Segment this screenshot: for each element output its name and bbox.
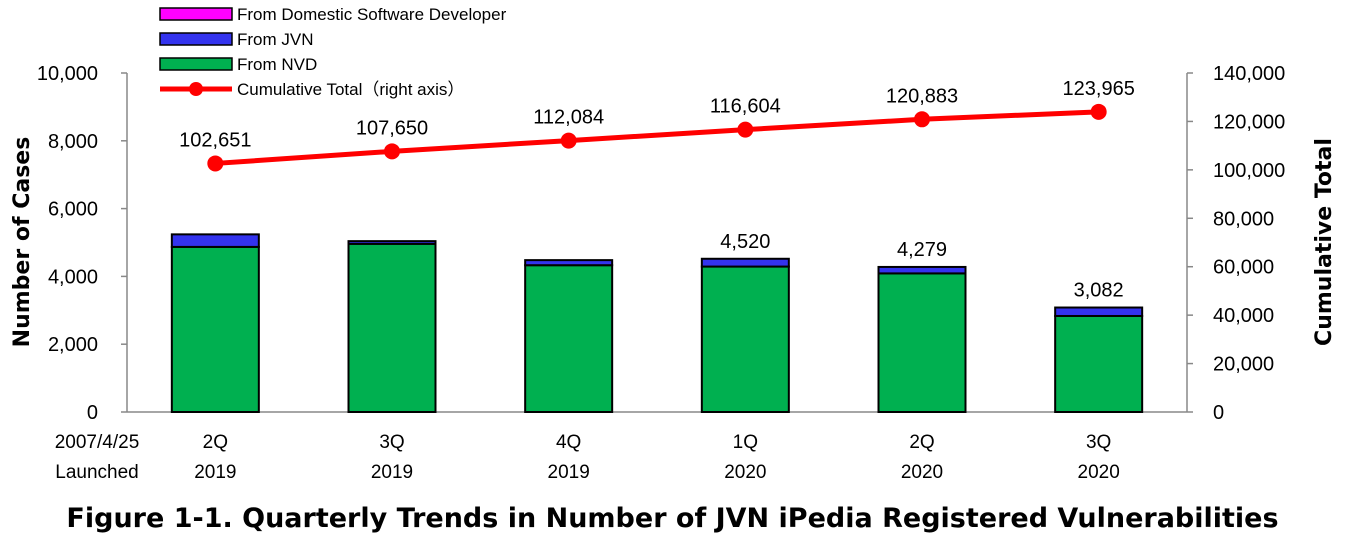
x-tick-quarter: 3Q xyxy=(379,432,404,453)
y-axis-title: Number of Cases xyxy=(10,137,35,348)
legend-swatch xyxy=(159,32,233,46)
bar-segment xyxy=(1054,306,1144,317)
cumulative-value-label: 123,965 xyxy=(1063,78,1135,100)
y-tick-label: 10,000 xyxy=(37,63,98,85)
cumulative-line xyxy=(215,109,1099,166)
x-tick-quarter: 4Q xyxy=(556,432,581,453)
cumulative-point xyxy=(384,143,400,160)
cumulative-point xyxy=(560,132,577,149)
x-tick-year: 2019 xyxy=(371,462,413,483)
bar-segment xyxy=(170,233,260,248)
bar-total-label: 4,520 xyxy=(720,231,770,253)
legend-swatch xyxy=(159,7,233,21)
legend-label: Cumulative Total（right axis） xyxy=(237,80,464,99)
x-tick-year: 2019 xyxy=(548,462,590,483)
cumulative-point xyxy=(914,111,930,128)
cumulative-point xyxy=(737,121,754,138)
x-tick-year: 2020 xyxy=(1078,462,1120,483)
legend-marker-swatch xyxy=(189,82,203,96)
legend-swatch xyxy=(159,57,233,71)
bar-segment xyxy=(700,257,790,268)
y2-tick-label: 0 xyxy=(1213,402,1224,424)
y-tick-label: 4,000 xyxy=(48,266,98,288)
bar-segment xyxy=(524,259,614,267)
y2-tick-label: 140,000 xyxy=(1213,63,1285,85)
x-tick-quarter: 3Q xyxy=(1086,432,1111,453)
x-tick-year: 2020 xyxy=(724,462,766,483)
cumulative-point xyxy=(1090,103,1107,120)
cumulative-value-label: 107,650 xyxy=(356,117,428,139)
bar-total-label: 4,279 xyxy=(897,239,947,261)
legend-label: From JVN xyxy=(237,30,314,49)
cumulative-point xyxy=(207,155,224,172)
cumulative-value-label: 102,651 xyxy=(179,129,251,151)
y-tick-label: 2,000 xyxy=(48,334,98,356)
x-prefix-line2: Launched xyxy=(55,462,138,483)
bar-segment xyxy=(347,242,437,413)
bar-segment xyxy=(347,240,437,245)
y-tick-label: 6,000 xyxy=(48,199,98,221)
bar-segment xyxy=(1054,314,1144,414)
cumulative-value-label: 116,604 xyxy=(710,96,781,118)
y2-tick-label: 60,000 xyxy=(1213,257,1274,279)
figure-caption: Figure 1-1. Quarterly Trends in Number o… xyxy=(66,503,1279,534)
bar-total-label: 3,082 xyxy=(1074,280,1124,302)
y2-tick-label: 40,000 xyxy=(1213,305,1274,327)
x-prefix-line1: 2007/4/25 xyxy=(55,432,140,453)
x-tick-quarter: 2Q xyxy=(909,432,934,453)
y2-axis-title: Cumulative Total xyxy=(1312,138,1337,346)
bar-segment xyxy=(877,272,967,413)
y2-tick-label: 120,000 xyxy=(1213,111,1285,133)
y2-tick-label: 80,000 xyxy=(1213,208,1274,230)
y-tick-label: 0 xyxy=(87,402,98,424)
x-tick-year: 2019 xyxy=(194,462,236,483)
y2-tick-label: 100,000 xyxy=(1213,160,1285,182)
x-tick-quarter: 2Q xyxy=(203,432,228,453)
bar-segment xyxy=(877,265,967,275)
cumulative-value-label: 112,084 xyxy=(533,107,604,129)
bar-segment xyxy=(170,245,260,413)
x-tick-year: 2020 xyxy=(901,462,943,483)
bar-segment xyxy=(524,264,614,414)
legend-label: From Domestic Software Developer xyxy=(237,5,507,24)
y2-tick-label: 20,000 xyxy=(1213,354,1274,376)
y-tick-label: 8,000 xyxy=(48,131,98,153)
bar-segment xyxy=(700,265,790,413)
cumulative-value-label: 120,883 xyxy=(886,85,958,107)
x-tick-quarter: 1Q xyxy=(733,432,758,453)
legend-label: From NVD xyxy=(237,55,317,74)
